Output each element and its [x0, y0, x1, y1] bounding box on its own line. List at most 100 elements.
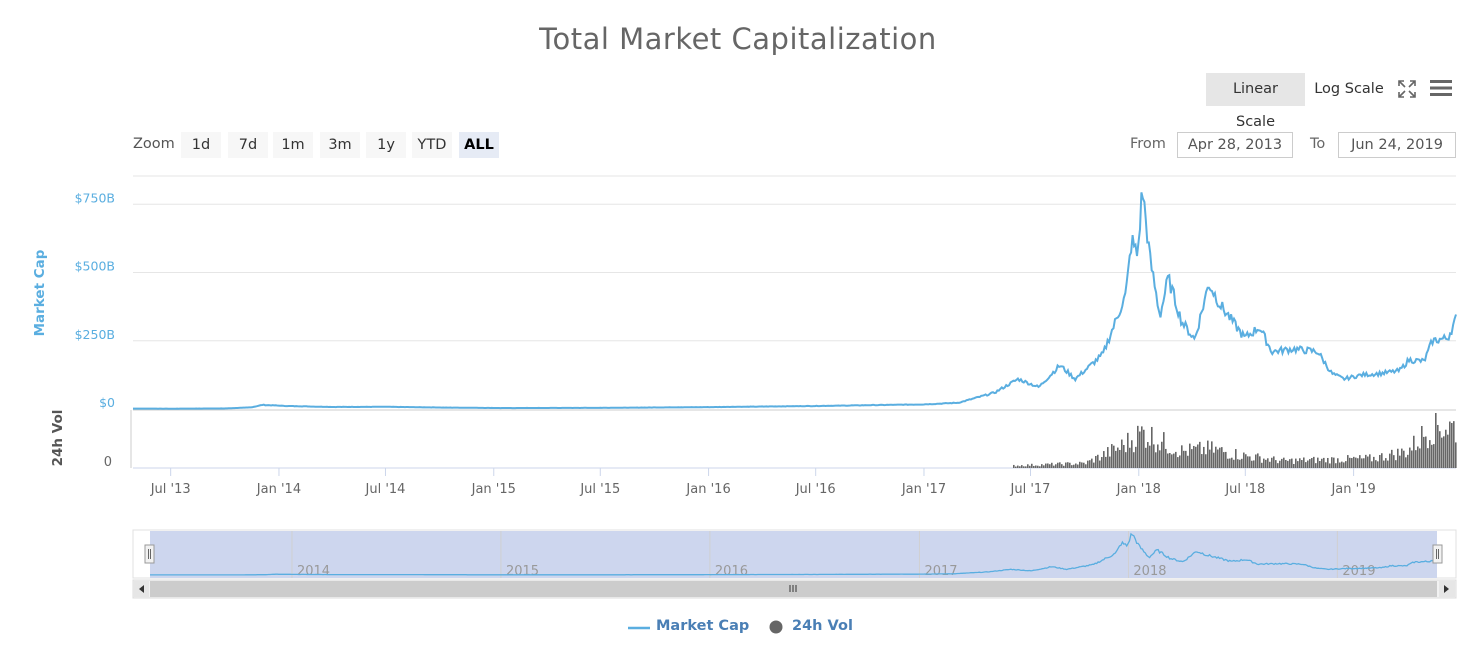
volume-bar — [1019, 466, 1021, 468]
volume-bar — [1319, 461, 1321, 468]
volume-bar — [1445, 429, 1447, 468]
volume-bar — [1365, 454, 1367, 468]
volume-bar — [1129, 447, 1131, 468]
volume-bar — [1313, 456, 1315, 468]
volume-bar — [1451, 423, 1453, 468]
volume-bar — [1287, 460, 1289, 468]
volume-bar — [1111, 444, 1113, 468]
volume-bar — [1093, 462, 1095, 468]
volume-bar — [1177, 457, 1179, 468]
volume-bar — [1133, 452, 1135, 468]
volume-bar — [1383, 460, 1385, 468]
volume-bar — [1353, 456, 1355, 468]
volume-bar — [1161, 441, 1163, 468]
navigator-year-label: 2017 — [924, 564, 957, 579]
volume-bar — [1193, 445, 1195, 468]
volume-bar — [1337, 458, 1339, 468]
x-tick-label: Jul '15 — [579, 482, 620, 497]
volume-bar — [1267, 458, 1269, 468]
volume-bar — [1199, 441, 1201, 468]
legend-item-market-cap[interactable]: Market Cap — [656, 618, 750, 634]
volume-bar — [1393, 455, 1395, 468]
navigator-left-handle[interactable] — [144, 544, 155, 564]
navigator-selection[interactable] — [150, 531, 1437, 578]
volume-bar — [1447, 434, 1449, 468]
x-tick-label: Jul '14 — [365, 482, 406, 497]
navigator-right-handle[interactable] — [1432, 544, 1443, 564]
volume-bar — [1279, 460, 1281, 468]
volume-bar — [1291, 458, 1293, 468]
fullscreen-icon[interactable] — [1397, 79, 1417, 99]
x-tick-label: Jan '15 — [471, 482, 516, 497]
chart-title: Total Market Capitalization — [539, 22, 937, 56]
zoom-button-1m[interactable]: 1m — [273, 132, 313, 158]
volume-bar — [1299, 458, 1301, 468]
volume-axis-label: 24h Vol — [50, 410, 66, 467]
volume-bar — [1415, 450, 1417, 468]
volume-bar — [1113, 445, 1115, 468]
volume-bar — [1243, 452, 1245, 468]
market-cap-series-line — [133, 192, 1457, 410]
volume-bar — [1359, 455, 1361, 468]
volume-bar — [1059, 462, 1061, 468]
volume-bar — [1431, 444, 1433, 468]
zoom-button-ytd[interactable]: YTD — [412, 132, 452, 158]
from-label: From — [1130, 136, 1166, 152]
volume-bar — [1309, 459, 1311, 468]
hamburger-menu-icon[interactable] — [1430, 79, 1452, 97]
volume-bar — [1341, 461, 1343, 468]
legend-item-24h-vol[interactable]: 24h Vol — [792, 618, 853, 634]
zoom-button-1y[interactable]: 1y — [366, 132, 406, 158]
volume-bar — [1087, 460, 1089, 468]
volume-bar — [1107, 447, 1109, 468]
volume-bar — [1147, 442, 1149, 468]
navigator-series-line — [150, 532, 1438, 576]
volume-bar — [1455, 442, 1457, 468]
from-date-input[interactable]: Apr 28, 2013 — [1177, 132, 1293, 158]
volume-bar — [1351, 458, 1353, 468]
volume-bar — [1375, 460, 1377, 468]
volume-tick-0: 0 — [104, 455, 112, 470]
volume-bar — [1079, 461, 1081, 468]
volume-bar — [1289, 459, 1291, 468]
volume-bar — [1125, 452, 1127, 468]
zoom-button-all[interactable]: ALL — [459, 132, 499, 158]
zoom-button-3m[interactable]: 3m — [320, 132, 360, 158]
volume-bar — [1057, 462, 1059, 468]
linear-scale-button[interactable]: Linear Scale — [1206, 73, 1305, 130]
log-scale-button[interactable]: Log Scale — [1314, 81, 1384, 97]
volume-bar — [1223, 452, 1225, 468]
volume-bar — [1013, 464, 1015, 468]
volume-bar — [1357, 458, 1359, 468]
scrollbar-grip-icon — [789, 585, 797, 592]
volume-bar — [1139, 431, 1141, 468]
volume-bar — [1137, 425, 1139, 468]
volume-bar — [1167, 453, 1169, 468]
volume-bar — [1423, 436, 1425, 468]
volume-bar — [1069, 462, 1071, 468]
to-date-input[interactable]: Jun 24, 2019 — [1338, 132, 1456, 158]
volume-bar — [1325, 462, 1327, 468]
volume-bar — [1437, 424, 1439, 468]
volume-bar — [1049, 464, 1051, 468]
volume-bar — [1253, 460, 1255, 468]
volume-bar — [1053, 465, 1055, 468]
volume-bar — [1101, 457, 1103, 468]
zoom-button-7d[interactable]: 7d — [228, 132, 268, 158]
volume-bar — [1285, 459, 1287, 468]
volume-bar — [1047, 463, 1049, 468]
volume-bar — [1419, 448, 1421, 468]
zoom-button-1d[interactable]: 1d — [181, 132, 221, 158]
volume-bar — [1157, 444, 1159, 468]
volume-bar — [1195, 446, 1197, 468]
x-tick-label: Jul '18 — [1224, 482, 1265, 497]
volume-bar — [1295, 458, 1297, 468]
volume-bar — [1119, 449, 1121, 468]
volume-bar — [1041, 464, 1043, 468]
volume-bar — [1391, 449, 1393, 468]
volume-bar — [1443, 436, 1445, 468]
volume-bar — [1389, 453, 1391, 468]
volume-bar — [1065, 462, 1067, 468]
volume-bar — [1321, 458, 1323, 468]
navigator-year-label: 2015 — [506, 564, 539, 579]
